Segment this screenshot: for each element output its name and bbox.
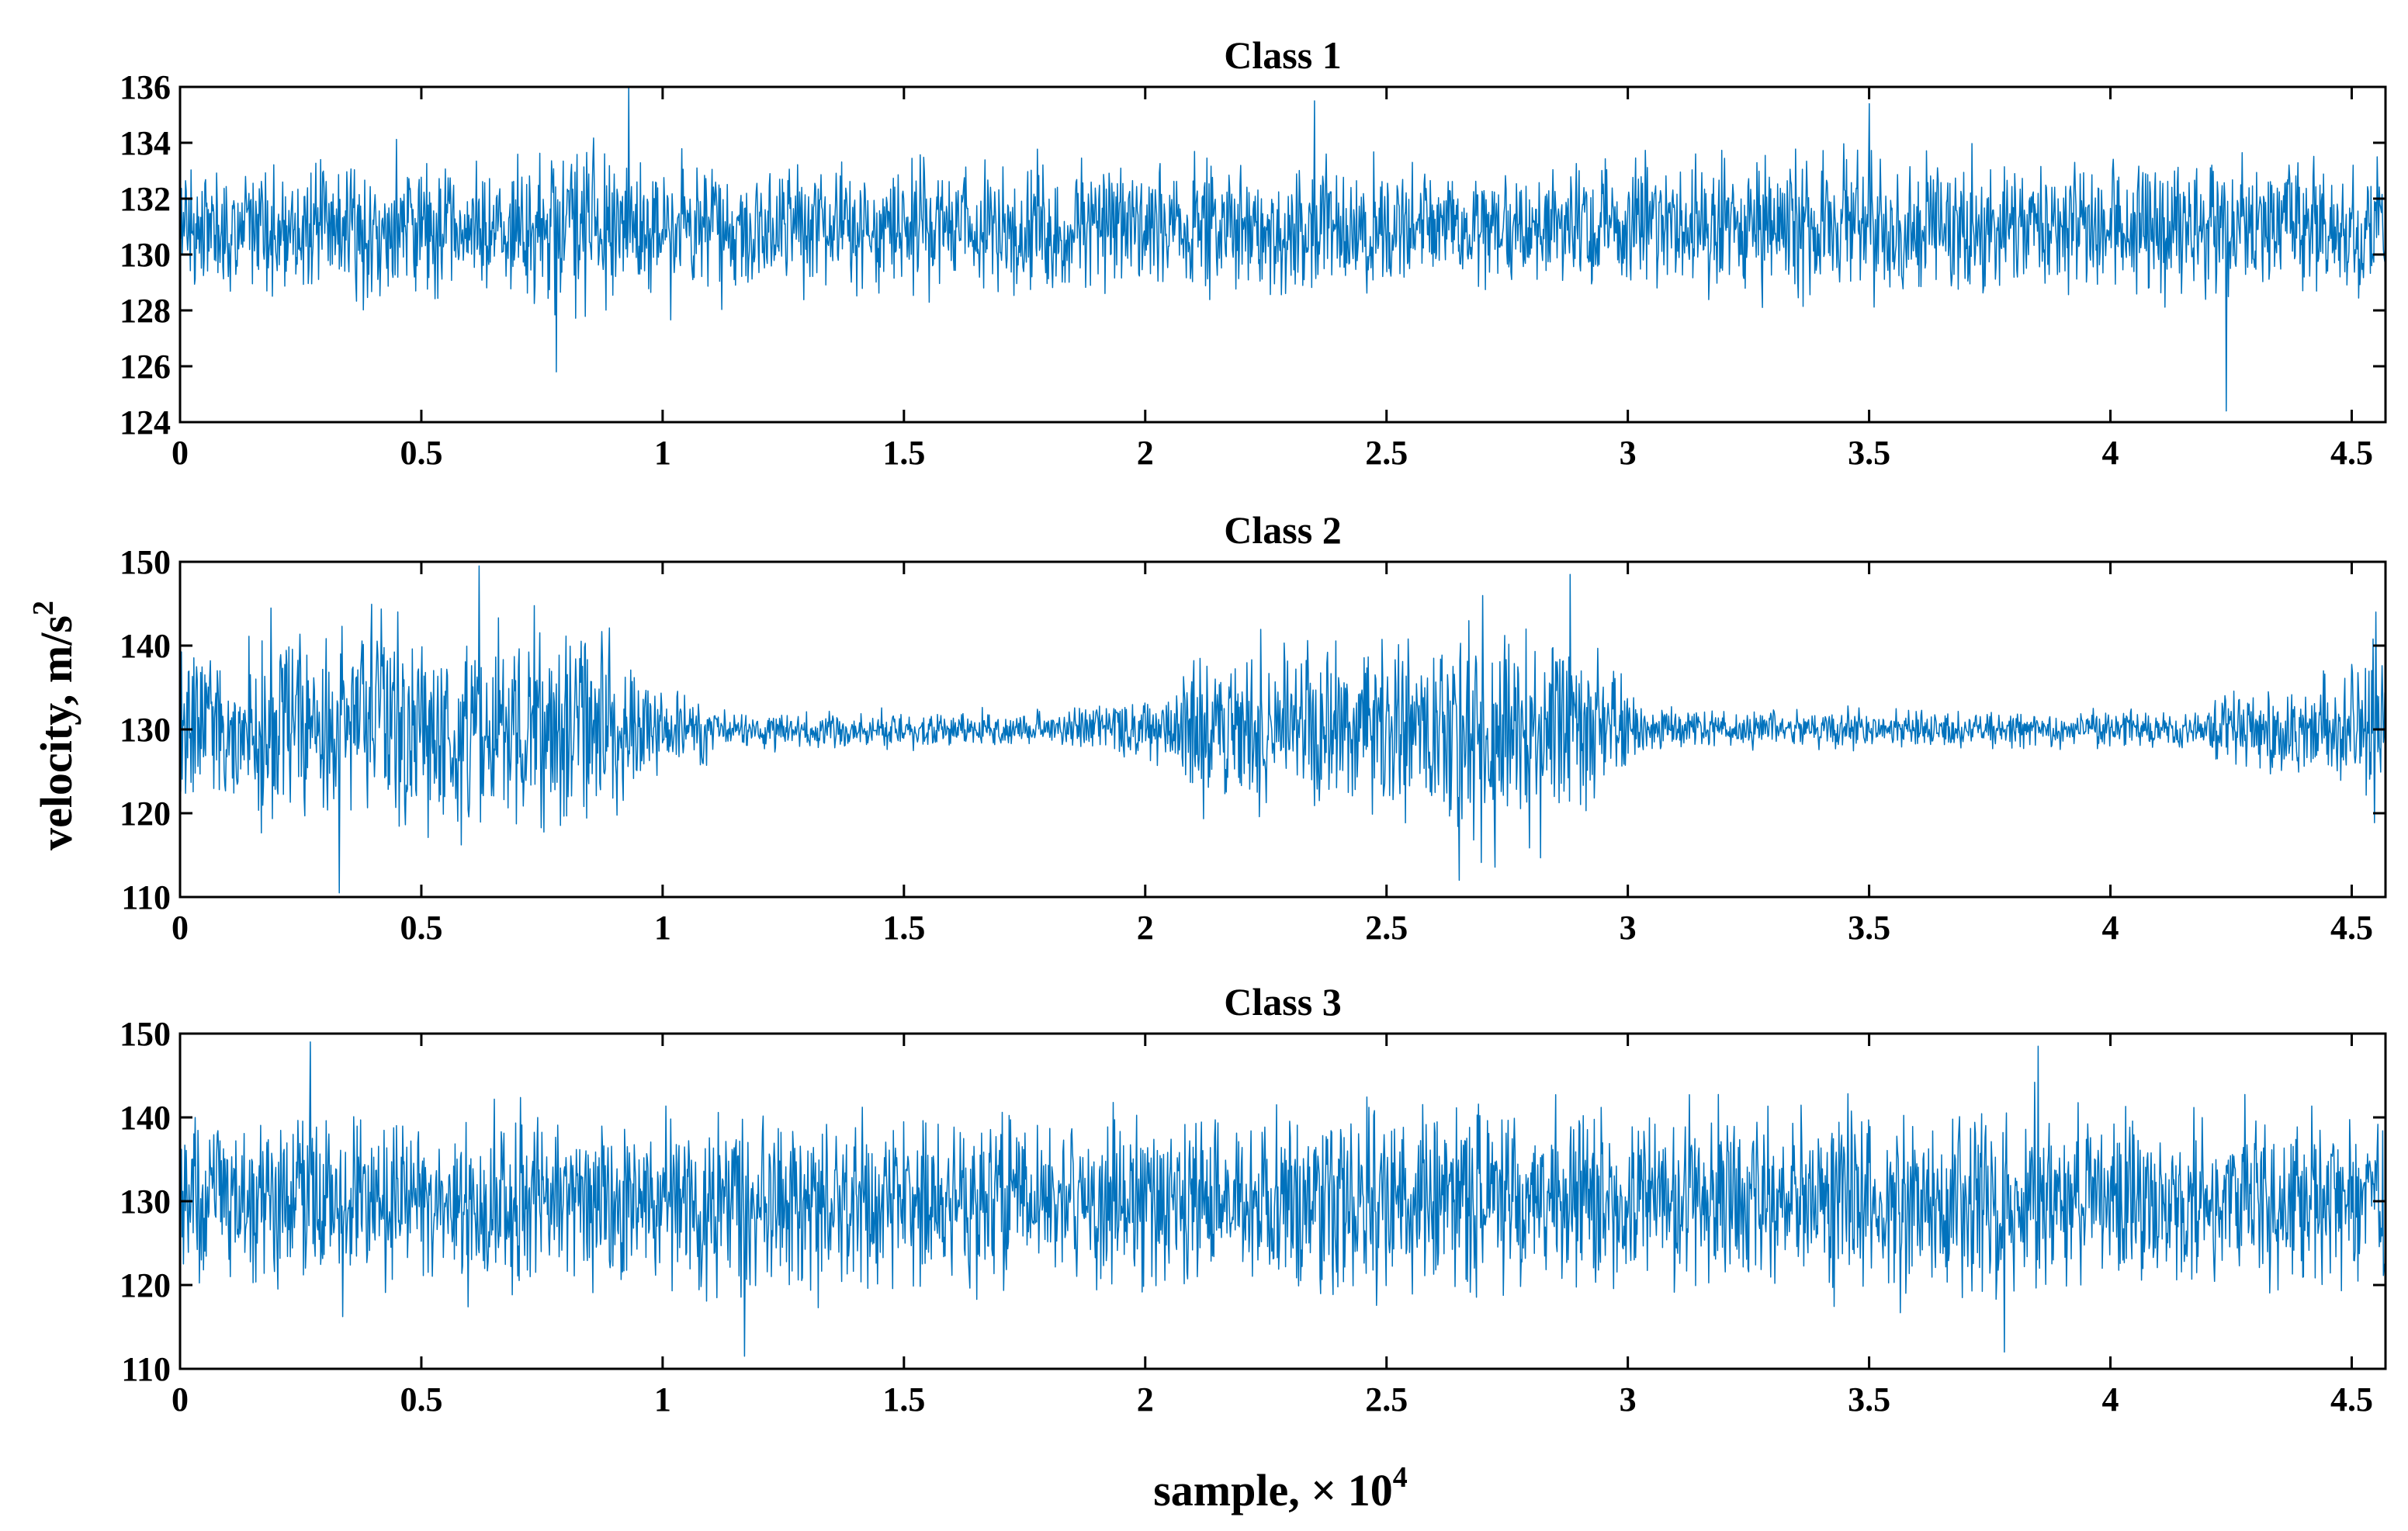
x-tick-label: 2 [1137, 434, 1154, 472]
x-axis-label-superscript: 4 [1393, 1461, 1408, 1494]
y-tick-label: 132 [120, 180, 171, 218]
x-tick-label: 2.5 [1365, 434, 1408, 472]
y-tick-label: 150 [120, 543, 171, 581]
subplot-class-1: Class 1 0 0.5 1 1.5 2 2.5 3 3.5 4 4.5 124 126 128 130 1… [120, 33, 2387, 472]
x-tick-label: 0.5 [400, 909, 442, 947]
x-tick-label: 3 [1620, 909, 1637, 947]
y-tick-label: 124 [120, 404, 171, 442]
x-tick-label: 1 [654, 909, 671, 947]
y-tick-label: 110 [121, 1350, 171, 1388]
y-axis-label-superscript: 2 [27, 601, 60, 615]
x-tick-label: 4 [2102, 909, 2119, 947]
x-tick-label: 2 [1137, 909, 1154, 947]
x-tick-label: 1 [654, 434, 671, 472]
x-tick-label: 0.5 [400, 434, 442, 472]
plot-title: Class 1 [1224, 33, 1341, 77]
subplot-class-2: Class 2 0 0.5 1 1.5 2 2.5 3 3.5 4 4.5 110 120 130 140 1… [120, 508, 2387, 947]
x-tick-label: 3 [1620, 1380, 1637, 1418]
x-tick-label: 0.5 [400, 1380, 442, 1418]
x-tick-label: 4.5 [2330, 434, 2373, 472]
x-tick-label: 3 [1620, 434, 1637, 472]
x-tick-label: 1.5 [882, 909, 925, 947]
x-tick-label: 2 [1137, 1380, 1154, 1418]
signal-trace [179, 565, 2386, 894]
x-tick-label: 0 [172, 909, 189, 947]
subplot-class-3: Class 3 0 0.5 1 1.5 2 2.5 3 3.5 4 4.5 110 120 130 140 1… [120, 980, 2387, 1418]
y-tick-label: 150 [120, 1015, 171, 1053]
x-tick-label: 2.5 [1365, 909, 1408, 947]
y-tick-label: 110 [121, 878, 171, 916]
y-tick-label: 120 [120, 1266, 171, 1304]
y-tick-label: 140 [120, 627, 171, 665]
x-tick-label: 0 [172, 434, 189, 472]
x-tick-label: 1.5 [882, 434, 925, 472]
y-tick-label: 140 [120, 1099, 171, 1137]
x-tick-label: 2.5 [1365, 1380, 1408, 1418]
y-tick-label: 130 [120, 1183, 171, 1221]
plot-title: Class 3 [1224, 980, 1341, 1024]
x-axis-label: sample, × 104 [1153, 1461, 1408, 1515]
x-axis-label-text: sample, × 10 [1153, 1465, 1393, 1515]
signal-trace [179, 1041, 2386, 1357]
y-axis-label-text: velocity, m/s [31, 615, 81, 850]
x-tick-label: 4 [2102, 434, 2119, 472]
x-tick-label: 4 [2102, 1380, 2119, 1418]
x-tick-label: 3.5 [1848, 1380, 1890, 1418]
x-tick-label: 3.5 [1848, 434, 1890, 472]
y-tick-label: 134 [120, 124, 171, 162]
x-tick-label: 4.5 [2330, 1380, 2373, 1418]
y-tick-label: 130 [120, 236, 171, 274]
x-tick-label: 1.5 [882, 1380, 925, 1418]
y-tick-label: 136 [120, 68, 171, 106]
y-axis-label: velocity, m/s2 [27, 601, 81, 850]
x-tick-label: 1 [654, 1380, 671, 1418]
x-tick-label: 0 [172, 1380, 189, 1418]
signal-trace [179, 86, 2386, 412]
x-tick-label: 3.5 [1848, 909, 1890, 947]
y-tick-label: 120 [120, 795, 171, 833]
y-tick-label: 130 [120, 711, 171, 749]
x-tick-label: 4.5 [2330, 909, 2373, 947]
y-tick-label: 126 [120, 348, 171, 386]
y-tick-label: 128 [120, 292, 171, 330]
plot-title: Class 2 [1224, 508, 1341, 552]
